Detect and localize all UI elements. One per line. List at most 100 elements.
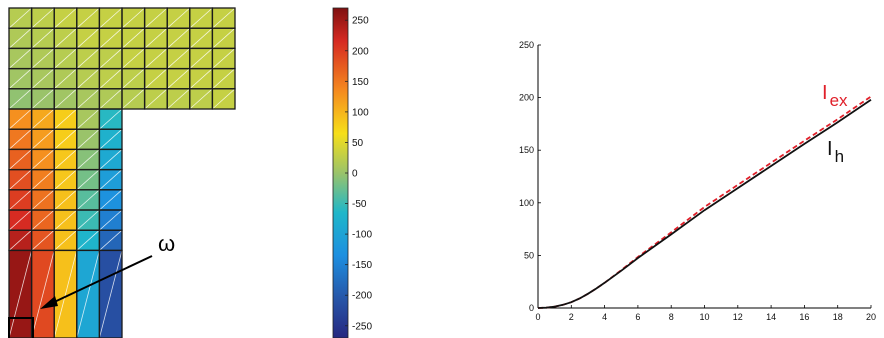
mesh-diagonal bbox=[53, 189, 78, 211]
colorbar-tick-label: -200 bbox=[352, 291, 372, 302]
mesh-diagonal bbox=[189, 27, 213, 49]
mesh-diagonal bbox=[99, 149, 123, 170]
series-line-ex bbox=[537, 95, 872, 309]
mesh-diagonal bbox=[76, 27, 100, 49]
mesh-diagonal bbox=[8, 209, 32, 231]
omega-arrow-head bbox=[40, 296, 58, 309]
mesh-diagonal bbox=[31, 189, 55, 211]
mesh-diagonal bbox=[144, 7, 168, 29]
mesh-diagonal bbox=[8, 169, 32, 191]
mesh-diagonal bbox=[8, 229, 32, 251]
y-tick-label: 50 bbox=[524, 250, 534, 260]
mesh-diagonal bbox=[99, 48, 123, 69]
mesh-diagonal bbox=[166, 88, 191, 110]
x-tick-label: 16 bbox=[799, 312, 809, 322]
mesh-diagonal bbox=[31, 250, 55, 338]
mesh-diagonal bbox=[144, 48, 168, 69]
x-tick-label: 8 bbox=[669, 312, 674, 322]
mesh-diagonal bbox=[99, 108, 123, 130]
omega-label: ω bbox=[158, 231, 175, 256]
mesh-diagonal bbox=[212, 27, 236, 49]
omega-subdomain-box bbox=[8, 317, 34, 338]
x-tick-label: 4 bbox=[602, 312, 607, 322]
mesh-diagonal bbox=[99, 209, 123, 231]
y-tick-label: 150 bbox=[519, 145, 534, 155]
mesh-diagonal bbox=[76, 209, 100, 231]
mesh-diagonal bbox=[31, 209, 55, 231]
mesh-diagonal bbox=[121, 27, 145, 49]
mesh-diagonal bbox=[99, 88, 123, 110]
mesh-diagonal bbox=[212, 7, 236, 29]
mesh-diagonal bbox=[212, 48, 236, 69]
mesh-diagonal bbox=[53, 88, 78, 110]
y-tick-label: 200 bbox=[519, 93, 534, 103]
mesh-diagonal bbox=[189, 7, 213, 29]
mesh-diagonal bbox=[53, 149, 78, 170]
mesh-diagonal bbox=[121, 48, 145, 69]
y-tick-label: 100 bbox=[519, 198, 534, 208]
mesh-diagonal bbox=[53, 128, 78, 150]
mesh-diagonal bbox=[212, 88, 236, 110]
x-tick-label: 2 bbox=[569, 312, 574, 322]
mesh-diagonal bbox=[76, 250, 100, 338]
mesh-diagonal bbox=[166, 48, 191, 69]
mesh-diagonal bbox=[166, 27, 191, 49]
mesh-diagonal bbox=[99, 128, 123, 150]
mesh-diagonal bbox=[8, 189, 32, 211]
mesh-diagonal bbox=[31, 88, 55, 110]
mesh-diagonal bbox=[53, 68, 78, 90]
x-tick-label: 18 bbox=[833, 312, 843, 322]
mesh-diagonal bbox=[31, 48, 55, 69]
mesh-diagonal bbox=[53, 229, 78, 251]
mesh-diagonal bbox=[189, 48, 213, 69]
mesh-diagonal bbox=[99, 27, 123, 49]
mesh-diagonal bbox=[53, 7, 78, 29]
x-tick-label: 10 bbox=[699, 312, 709, 322]
mesh-diagonal bbox=[76, 229, 100, 251]
mesh-diagonal bbox=[76, 128, 100, 150]
mesh-diagonal bbox=[8, 149, 32, 170]
mesh-diagonal bbox=[76, 88, 100, 110]
mesh-diagonal bbox=[53, 250, 78, 338]
mesh-diagonal bbox=[189, 88, 213, 110]
mesh-diagonal bbox=[31, 149, 55, 170]
colorbar-tick-label: -100 bbox=[352, 230, 372, 241]
mesh-diagonal bbox=[53, 48, 78, 69]
colorbar-tick-label: -250 bbox=[352, 321, 372, 332]
mesh-diagonal bbox=[121, 7, 145, 29]
colorbar-tick-label: -150 bbox=[352, 260, 372, 271]
mesh-diagonal bbox=[76, 169, 100, 191]
mesh-grid-lines bbox=[8, 7, 236, 338]
mesh-diagonal bbox=[53, 209, 78, 231]
mesh-diagonal bbox=[31, 68, 55, 90]
mesh-diagonal bbox=[76, 108, 100, 130]
colorbar-ticks: 250 200 150 100 50 0 -50 -100 -150 -200 -250 bbox=[345, 16, 372, 332]
mesh-diagonal bbox=[76, 189, 100, 211]
mesh-diagonal bbox=[31, 128, 55, 150]
series-line-h bbox=[537, 98, 872, 309]
mesh-diagonal bbox=[121, 88, 145, 110]
colorbar: 250 200 150 100 50 0 -50 -100 -150 -200 -250 bbox=[332, 7, 372, 338]
mesh-diagonal bbox=[8, 27, 32, 49]
colorbar-tick-label: 100 bbox=[352, 107, 369, 118]
mesh-diagonal bbox=[31, 108, 55, 130]
mesh-diagonal bbox=[166, 7, 191, 29]
x-tick-label: 20 bbox=[866, 312, 876, 322]
x-tick-label: 14 bbox=[766, 312, 776, 322]
mesh-diagonal bbox=[31, 27, 55, 49]
mesh-diagonal bbox=[8, 128, 32, 150]
x-tick-label: 12 bbox=[733, 312, 743, 322]
mesh-diagonal bbox=[53, 169, 78, 191]
mesh-diagonal bbox=[53, 27, 78, 49]
mesh-diagonal bbox=[76, 7, 100, 29]
y-tick-label: 0 bbox=[529, 303, 534, 313]
mesh-diagonal bbox=[76, 68, 100, 90]
mesh-diagonal bbox=[8, 48, 32, 69]
omega-arrow bbox=[49, 255, 153, 305]
mesh-diagonal bbox=[8, 7, 32, 29]
